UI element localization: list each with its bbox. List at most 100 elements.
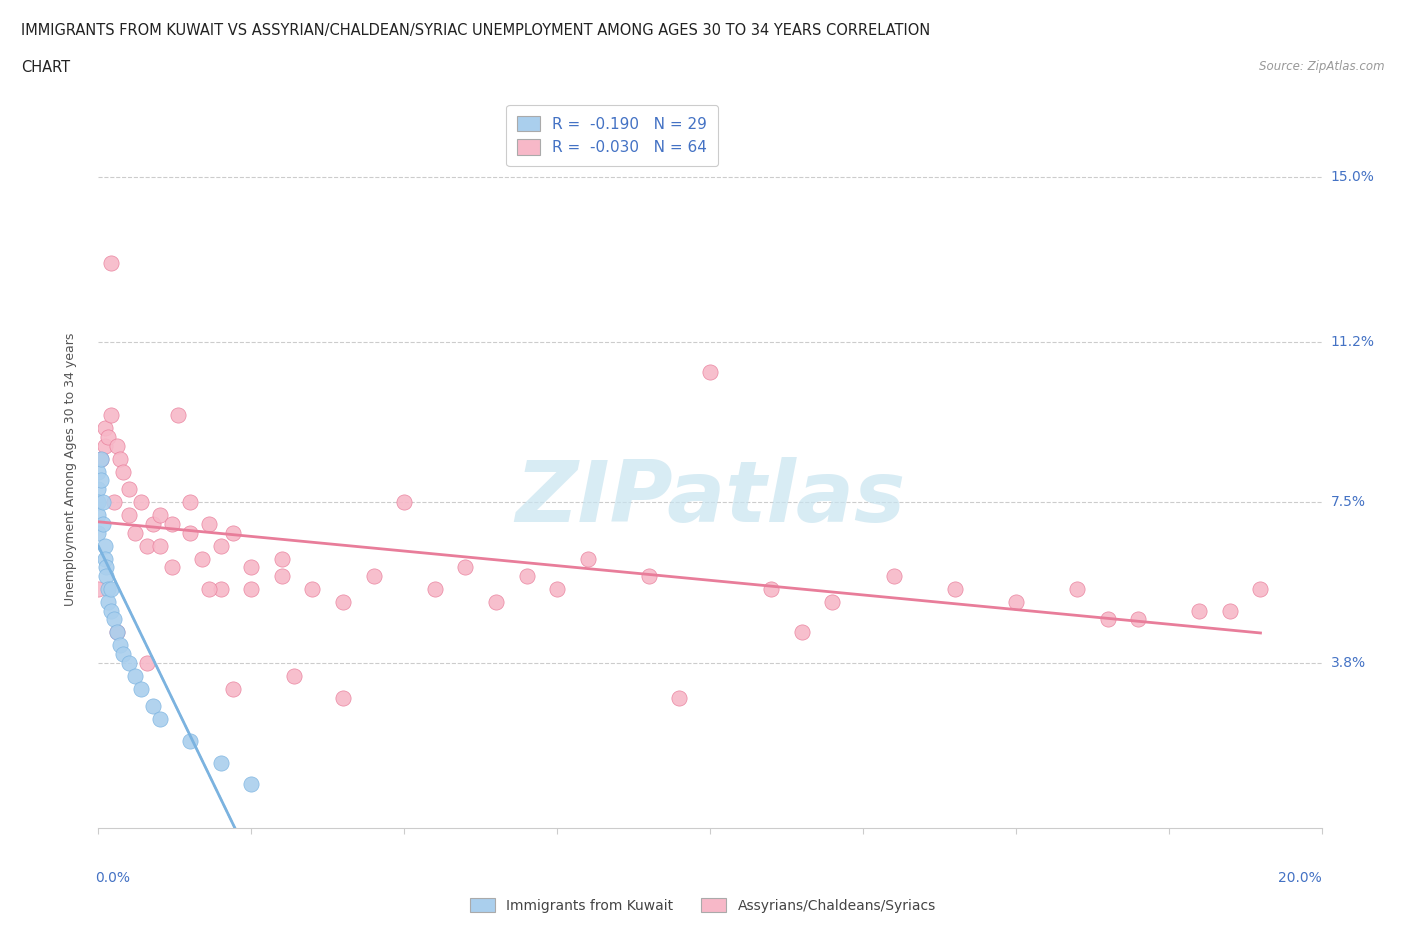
Point — [179, 734, 201, 749]
Point — [1188, 604, 1211, 618]
Text: 11.2%: 11.2% — [1331, 335, 1375, 349]
Point — [270, 551, 294, 566]
Point — [485, 594, 508, 609]
Point — [118, 482, 141, 497]
Point — [332, 690, 354, 705]
Point — [637, 568, 661, 583]
Point — [790, 625, 813, 640]
Point — [87, 495, 110, 510]
Point — [91, 516, 114, 531]
Point — [1066, 581, 1088, 596]
Point — [761, 581, 783, 596]
Point — [1128, 612, 1150, 627]
Text: 3.8%: 3.8% — [1331, 656, 1367, 670]
Text: ZIPatlas: ZIPatlas — [515, 457, 905, 539]
Point — [111, 646, 134, 661]
Point — [943, 581, 966, 596]
Point — [97, 430, 120, 445]
Point — [94, 568, 117, 583]
Point — [87, 581, 110, 596]
Point — [87, 525, 110, 540]
Text: Source: ZipAtlas.com: Source: ZipAtlas.com — [1260, 60, 1385, 73]
Point — [97, 594, 120, 609]
Point — [179, 525, 201, 540]
Point — [129, 495, 152, 510]
Point — [94, 560, 117, 575]
Point — [167, 408, 190, 423]
Point — [149, 508, 172, 523]
Point — [423, 581, 446, 596]
Point — [100, 408, 122, 423]
Point — [222, 682, 245, 697]
Text: 7.5%: 7.5% — [1331, 495, 1365, 510]
Point — [90, 473, 112, 488]
Point — [546, 581, 568, 596]
Point — [699, 365, 721, 379]
Point — [100, 256, 122, 271]
Point — [118, 656, 141, 671]
Point — [118, 508, 141, 523]
Point — [111, 464, 134, 479]
Point — [93, 438, 115, 453]
Point — [240, 581, 263, 596]
Point — [105, 625, 128, 640]
Point — [1219, 604, 1241, 618]
Text: CHART: CHART — [21, 60, 70, 75]
Point — [1097, 612, 1119, 627]
Point — [240, 777, 263, 791]
Point — [1004, 594, 1026, 609]
Point — [100, 604, 122, 618]
Point — [821, 594, 844, 609]
Point — [87, 508, 110, 523]
Point — [392, 495, 416, 510]
Point — [1250, 581, 1272, 596]
Point — [91, 495, 114, 510]
Point — [105, 438, 128, 453]
Point — [363, 568, 385, 583]
Point — [105, 625, 128, 640]
Point — [301, 581, 323, 596]
Point — [516, 568, 538, 583]
Point — [93, 421, 115, 436]
Point — [576, 551, 599, 566]
Legend: Immigrants from Kuwait, Assyrians/Chaldeans/Syriacs: Immigrants from Kuwait, Assyrians/Chalde… — [465, 893, 941, 919]
Point — [332, 594, 354, 609]
Point — [149, 711, 172, 726]
Point — [103, 612, 125, 627]
Point — [160, 516, 183, 531]
Point — [209, 581, 232, 596]
Point — [197, 516, 219, 531]
Point — [136, 538, 159, 553]
Point — [883, 568, 905, 583]
Y-axis label: Unemployment Among Ages 30 to 34 years: Unemployment Among Ages 30 to 34 years — [63, 333, 77, 606]
Point — [668, 690, 690, 705]
Point — [191, 551, 214, 566]
Point — [209, 755, 232, 770]
Point — [124, 669, 146, 684]
Point — [129, 682, 152, 697]
Point — [240, 560, 263, 575]
Text: 0.0%: 0.0% — [96, 871, 131, 885]
Point — [209, 538, 232, 553]
Legend: R =  -0.190   N = 29, R =  -0.030   N = 64: R = -0.190 N = 29, R = -0.030 N = 64 — [506, 105, 718, 166]
Point — [124, 525, 146, 540]
Point — [142, 516, 165, 531]
Point — [454, 560, 477, 575]
Text: 20.0%: 20.0% — [1278, 871, 1322, 885]
Point — [90, 451, 112, 466]
Point — [136, 656, 159, 671]
Point — [97, 581, 120, 596]
Text: 15.0%: 15.0% — [1331, 169, 1375, 184]
Point — [142, 698, 165, 713]
Point — [90, 451, 112, 466]
Point — [93, 551, 115, 566]
Point — [197, 581, 219, 596]
Point — [103, 495, 125, 510]
Point — [100, 581, 122, 596]
Point — [222, 525, 245, 540]
Point — [179, 495, 201, 510]
Point — [149, 538, 172, 553]
Point — [283, 669, 305, 684]
Point — [160, 560, 183, 575]
Point — [108, 638, 131, 653]
